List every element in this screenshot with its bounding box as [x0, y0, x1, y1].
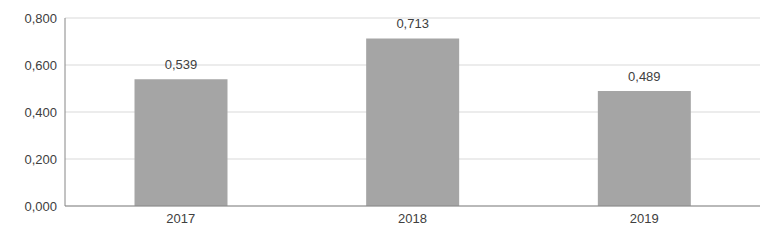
svg-text:0,200: 0,200 — [24, 152, 57, 167]
svg-text:0,713: 0,713 — [396, 16, 429, 31]
svg-text:0,600: 0,600 — [24, 58, 57, 73]
svg-text:0,400: 0,400 — [24, 105, 57, 120]
svg-text:0,000: 0,000 — [24, 199, 57, 214]
svg-text:2019: 2019 — [630, 211, 659, 226]
svg-text:0,800: 0,800 — [24, 11, 57, 26]
svg-text:0,539: 0,539 — [165, 57, 198, 72]
svg-text:0,489: 0,489 — [628, 69, 661, 84]
svg-text:2018: 2018 — [398, 211, 427, 226]
svg-text:2017: 2017 — [166, 211, 195, 226]
